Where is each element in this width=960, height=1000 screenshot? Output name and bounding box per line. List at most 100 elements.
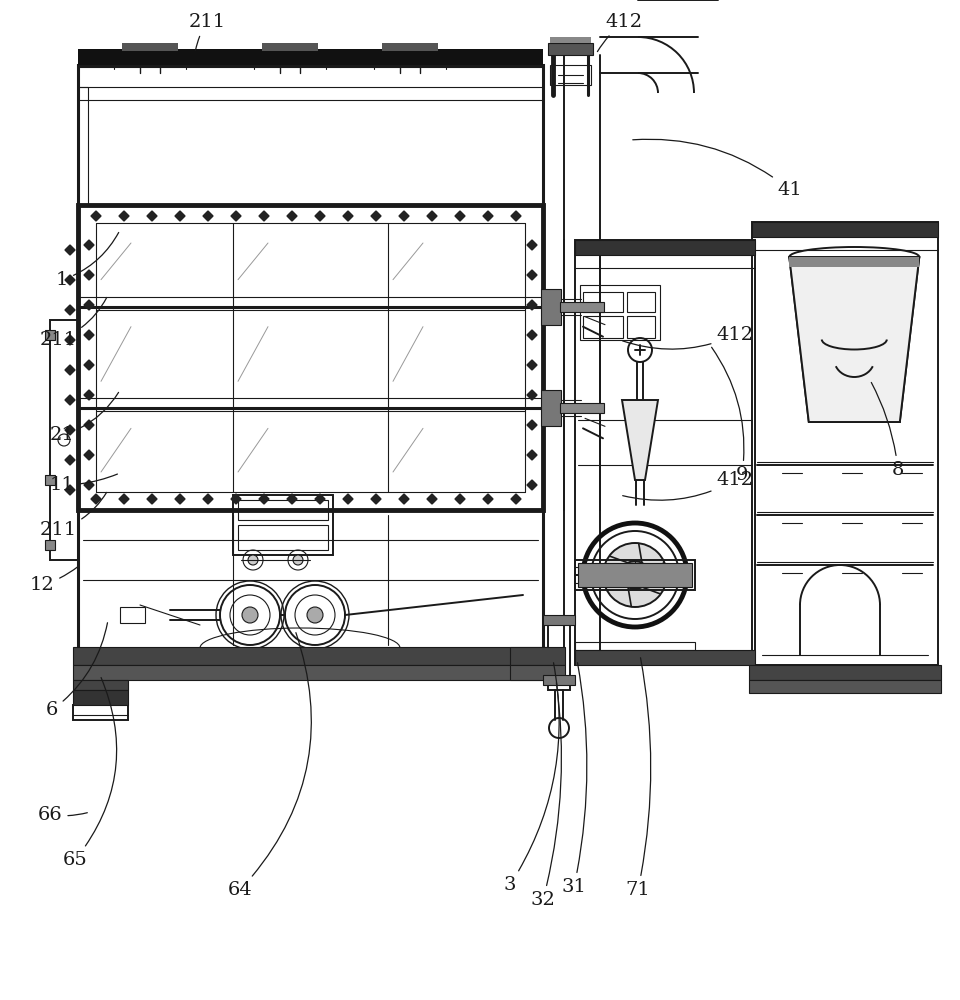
Bar: [550, 65, 591, 85]
Bar: [122, 43, 178, 51]
Polygon shape: [789, 257, 920, 422]
Bar: [120, 607, 145, 623]
Text: 8: 8: [872, 382, 904, 479]
Text: 41: 41: [633, 139, 803, 199]
Bar: [73, 690, 128, 705]
Bar: [541, 289, 561, 325]
Bar: [382, 43, 438, 51]
Bar: [543, 675, 575, 685]
Polygon shape: [147, 211, 157, 221]
Text: 3: 3: [504, 663, 559, 894]
Text: 1: 1: [56, 232, 119, 289]
Polygon shape: [84, 300, 94, 310]
Bar: [548, 620, 570, 690]
Bar: [560, 302, 604, 312]
Polygon shape: [91, 211, 101, 221]
Circle shape: [548, 393, 554, 399]
Bar: [583, 292, 623, 312]
Polygon shape: [175, 211, 185, 221]
Polygon shape: [119, 211, 129, 221]
Polygon shape: [203, 211, 213, 221]
Bar: [73, 665, 548, 680]
Bar: [50, 320, 78, 560]
Polygon shape: [527, 270, 537, 280]
Text: 211: 211: [188, 13, 226, 50]
Polygon shape: [315, 494, 325, 504]
Bar: [510, 647, 565, 665]
Bar: [749, 665, 941, 680]
Polygon shape: [203, 494, 213, 504]
Polygon shape: [343, 211, 353, 221]
Polygon shape: [287, 494, 297, 504]
Bar: [789, 257, 920, 267]
Polygon shape: [399, 494, 409, 504]
Polygon shape: [527, 390, 537, 400]
Polygon shape: [91, 494, 101, 504]
Bar: [575, 240, 755, 255]
Bar: [78, 65, 543, 205]
Bar: [233, 495, 333, 555]
Polygon shape: [455, 494, 465, 504]
Text: 66: 66: [37, 806, 87, 824]
Polygon shape: [65, 275, 75, 285]
Bar: [112, 51, 188, 63]
Bar: [752, 222, 938, 237]
Bar: [262, 43, 318, 51]
Text: 65: 65: [62, 678, 117, 869]
Polygon shape: [147, 494, 157, 504]
Polygon shape: [84, 240, 94, 250]
Polygon shape: [119, 494, 129, 504]
Text: 9: 9: [711, 347, 748, 484]
Circle shape: [548, 316, 554, 322]
Polygon shape: [343, 494, 353, 504]
Text: 211: 211: [39, 297, 107, 349]
Polygon shape: [527, 240, 537, 250]
Polygon shape: [371, 211, 381, 221]
Bar: [252, 51, 328, 63]
Bar: [510, 665, 565, 680]
Polygon shape: [483, 211, 493, 221]
Bar: [580, 285, 660, 340]
Bar: [238, 525, 328, 550]
Bar: [78, 510, 543, 650]
Text: 412: 412: [597, 13, 642, 52]
Bar: [578, 563, 692, 587]
Polygon shape: [65, 245, 75, 255]
Bar: [575, 642, 695, 650]
Polygon shape: [65, 305, 75, 315]
Polygon shape: [65, 365, 75, 375]
Polygon shape: [231, 211, 241, 221]
Text: 64: 64: [228, 633, 311, 899]
Polygon shape: [65, 425, 75, 435]
Polygon shape: [527, 450, 537, 460]
Bar: [238, 500, 328, 520]
Polygon shape: [84, 480, 94, 490]
Polygon shape: [84, 270, 94, 280]
Text: 21: 21: [50, 392, 119, 444]
Polygon shape: [527, 300, 537, 310]
Bar: [78, 205, 543, 510]
Polygon shape: [84, 330, 94, 340]
Circle shape: [548, 417, 554, 423]
Text: 6: 6: [46, 623, 108, 719]
Bar: [548, 43, 593, 55]
Bar: [541, 390, 561, 426]
Polygon shape: [527, 480, 537, 490]
Polygon shape: [427, 494, 437, 504]
Bar: [45, 330, 55, 340]
Polygon shape: [84, 390, 94, 400]
Polygon shape: [259, 494, 269, 504]
Bar: [583, 316, 623, 338]
Polygon shape: [511, 494, 521, 504]
Polygon shape: [65, 335, 75, 345]
Circle shape: [248, 555, 258, 565]
Bar: [560, 403, 604, 413]
Bar: [73, 705, 128, 720]
Circle shape: [621, 561, 649, 589]
Circle shape: [242, 607, 258, 623]
Polygon shape: [84, 360, 94, 370]
Polygon shape: [84, 450, 94, 460]
Text: 412: 412: [623, 326, 754, 349]
Polygon shape: [455, 211, 465, 221]
Text: 211: 211: [39, 492, 107, 539]
